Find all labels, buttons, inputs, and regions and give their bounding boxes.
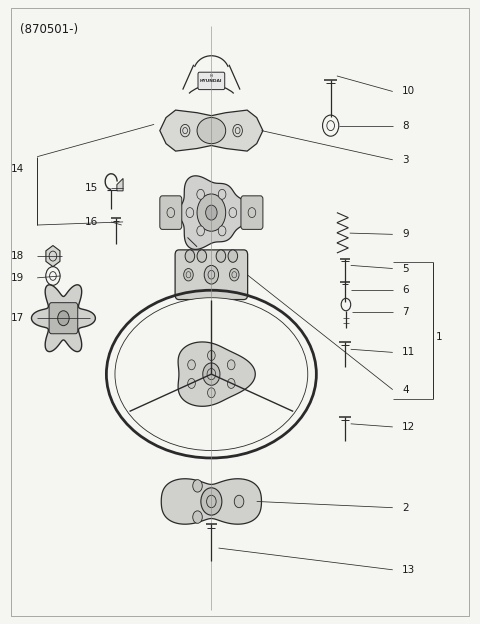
Circle shape <box>193 511 202 524</box>
Text: 6: 6 <box>402 285 409 295</box>
Circle shape <box>234 495 244 508</box>
Text: 4: 4 <box>402 384 409 394</box>
Circle shape <box>228 360 235 370</box>
Text: 16: 16 <box>85 217 98 227</box>
Text: 1: 1 <box>436 332 442 342</box>
Circle shape <box>197 250 206 262</box>
Text: 14: 14 <box>11 164 24 174</box>
Polygon shape <box>117 178 123 191</box>
Polygon shape <box>160 110 263 151</box>
Circle shape <box>58 311 69 326</box>
Circle shape <box>197 226 204 236</box>
Text: 15: 15 <box>85 183 98 193</box>
Circle shape <box>185 250 195 262</box>
Text: 17: 17 <box>11 313 24 323</box>
Text: 2: 2 <box>402 503 409 513</box>
Text: 9: 9 <box>402 230 409 240</box>
Circle shape <box>228 379 235 388</box>
Polygon shape <box>46 245 60 266</box>
Circle shape <box>203 363 220 385</box>
Circle shape <box>228 250 238 262</box>
FancyBboxPatch shape <box>49 303 78 334</box>
Circle shape <box>207 351 215 361</box>
Circle shape <box>233 124 242 137</box>
Text: 13: 13 <box>402 565 416 575</box>
Circle shape <box>186 208 194 218</box>
Polygon shape <box>161 479 262 524</box>
Circle shape <box>218 189 226 199</box>
Circle shape <box>197 194 226 232</box>
Text: 10: 10 <box>402 87 415 97</box>
Text: 11: 11 <box>402 348 416 358</box>
Circle shape <box>188 360 195 370</box>
FancyBboxPatch shape <box>198 72 225 90</box>
Text: 8: 8 <box>402 120 409 130</box>
FancyBboxPatch shape <box>175 250 248 300</box>
Polygon shape <box>178 342 255 406</box>
Text: 19: 19 <box>11 273 24 283</box>
Polygon shape <box>32 285 96 352</box>
Circle shape <box>184 268 193 281</box>
Circle shape <box>204 265 218 284</box>
Circle shape <box>216 250 226 262</box>
Circle shape <box>180 124 190 137</box>
FancyBboxPatch shape <box>160 196 182 230</box>
Text: 3: 3 <box>402 155 409 165</box>
Circle shape <box>193 480 202 492</box>
Circle shape <box>229 208 237 218</box>
Circle shape <box>218 226 226 236</box>
Circle shape <box>188 379 195 388</box>
Ellipse shape <box>197 117 226 144</box>
Circle shape <box>197 189 204 199</box>
Text: 18: 18 <box>11 251 24 261</box>
FancyBboxPatch shape <box>241 196 263 230</box>
Text: 5: 5 <box>402 263 409 273</box>
Circle shape <box>201 488 222 515</box>
Ellipse shape <box>115 298 308 451</box>
Text: H: H <box>210 74 213 78</box>
Text: HYUNDAI: HYUNDAI <box>200 79 223 83</box>
Polygon shape <box>179 176 253 250</box>
Circle shape <box>229 268 239 281</box>
Text: (870501-): (870501-) <box>21 23 79 36</box>
Text: 7: 7 <box>402 307 409 317</box>
Circle shape <box>205 205 217 220</box>
Circle shape <box>207 388 215 397</box>
Text: 12: 12 <box>402 422 416 432</box>
